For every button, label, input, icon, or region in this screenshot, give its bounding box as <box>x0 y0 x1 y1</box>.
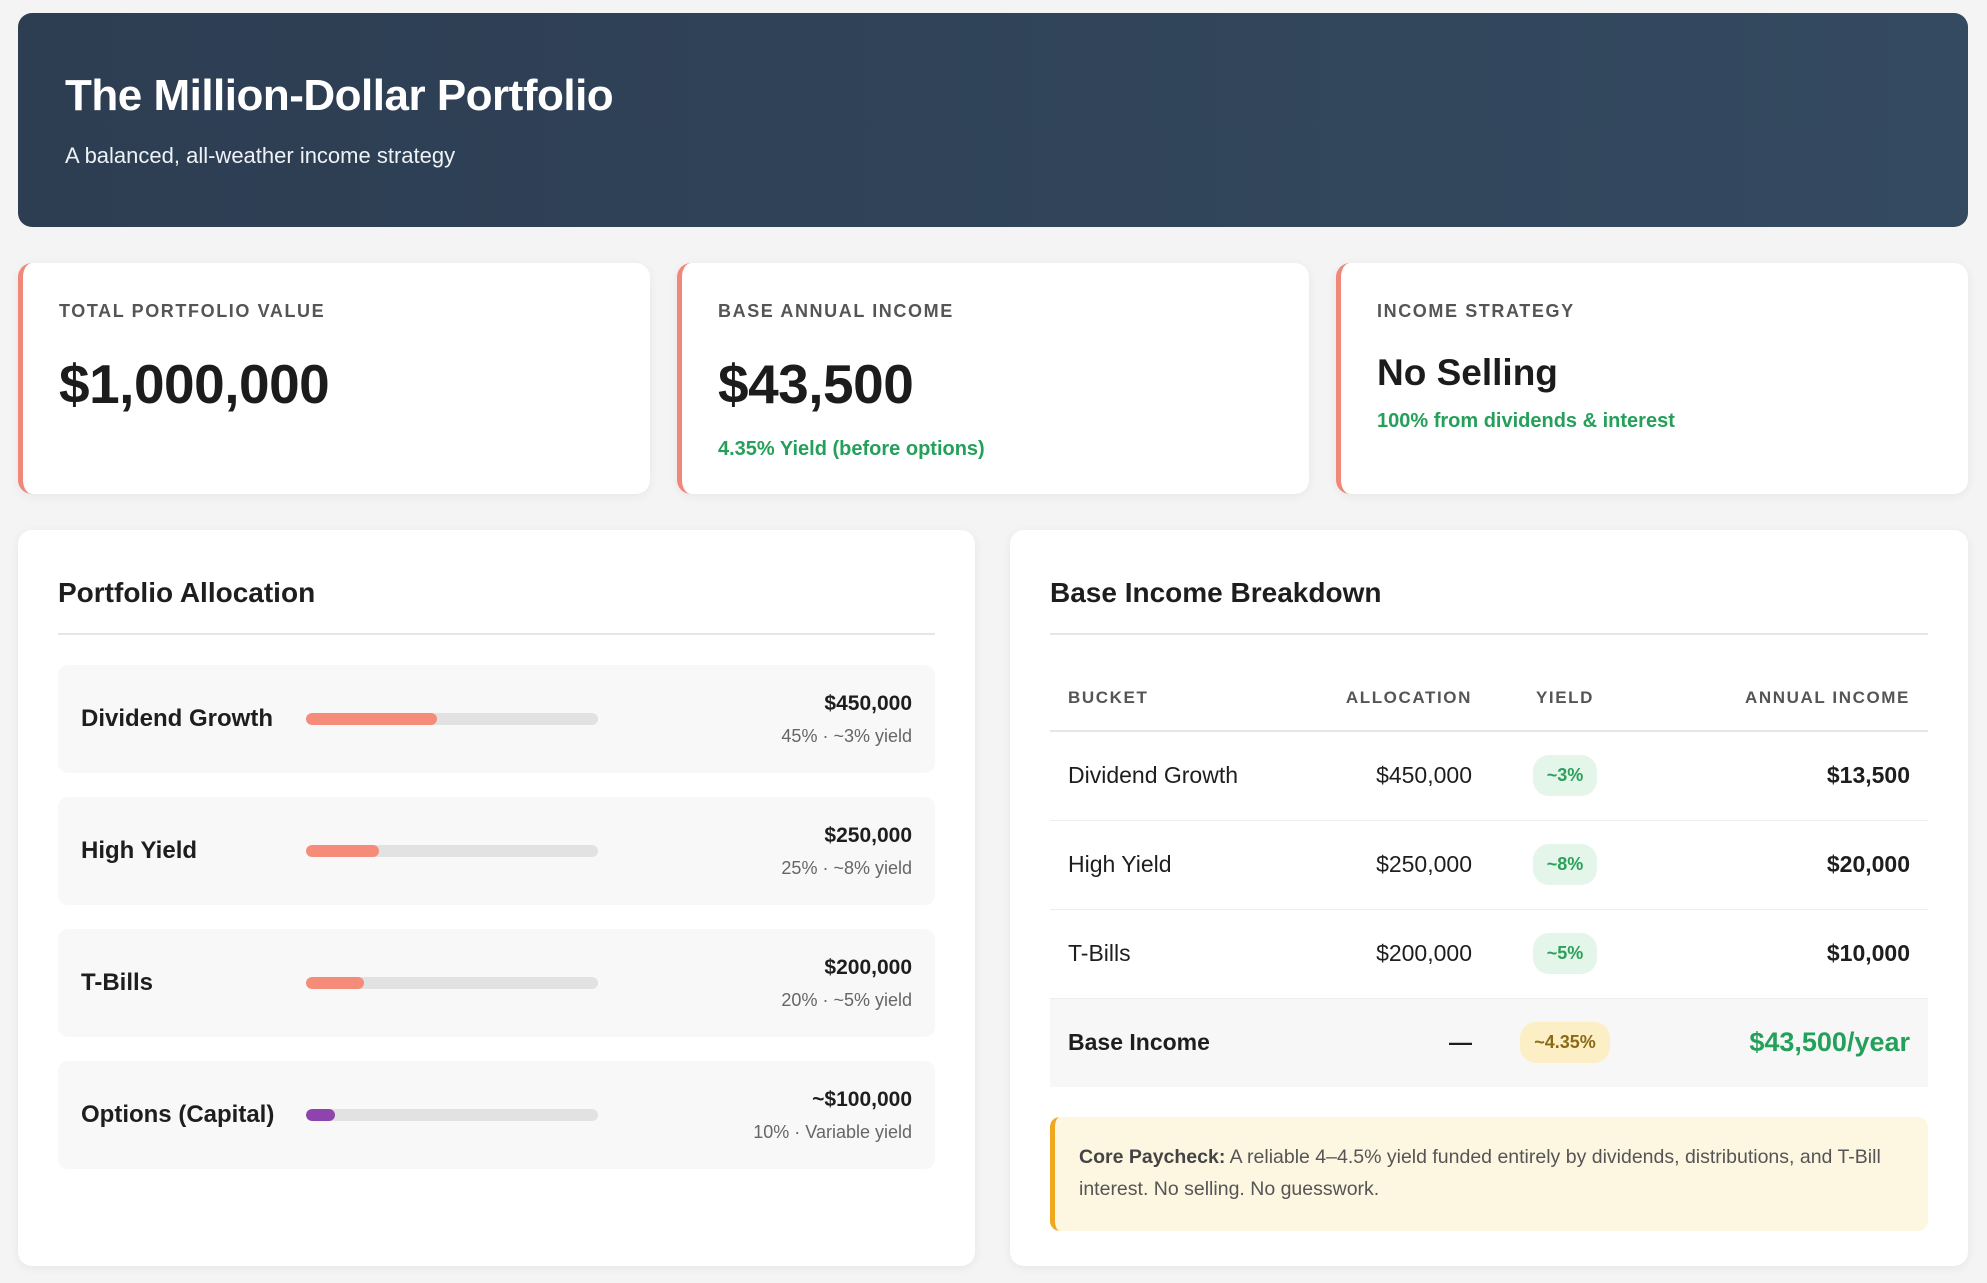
cell-allocation: $250,000 <box>1290 820 1490 910</box>
allocation-row: High Yield $250,000 25% · ~8% yield <box>58 797 935 905</box>
allocation-amount-block: $450,000 45% · ~3% yield <box>781 692 912 747</box>
cell-annual-income: $10,000 <box>1640 909 1928 999</box>
allocation-amount: $200,000 <box>824 955 912 979</box>
kpi-value: $43,500 <box>718 353 914 415</box>
cell-annual-income-total: $43,500/year <box>1640 998 1928 1087</box>
kpi-label: Base Annual Income <box>718 301 954 321</box>
cell-yield: ~5% <box>1490 909 1640 999</box>
allocation-amount-block: $250,000 25% · ~8% yield <box>781 824 912 879</box>
kpi-card-income-strategy: Income Strategy No Selling 100% from div… <box>1336 263 1968 494</box>
allocation-bar <box>306 713 598 725</box>
column-header-yield: Yield <box>1490 665 1640 732</box>
income-table: Bucket Allocation Yield Annual Income Di… <box>1050 665 1928 1087</box>
page-subtitle: A balanced, all-weather income strategy <box>65 142 456 168</box>
allocation-row: T-Bills $200,000 20% · ~5% yield <box>58 929 935 1037</box>
allocation-bar <box>306 1109 598 1121</box>
yield-badge: ~3% <box>1532 755 1598 797</box>
table-row: High Yield $250,000 ~8% $20,000 <box>1050 820 1928 910</box>
column-header-allocation: Allocation <box>1290 665 1490 732</box>
yield-badge-total: ~4.35% <box>1520 1022 1610 1064</box>
kpi-note: 100% from dividends & interest <box>1377 410 1675 432</box>
yield-badge: ~5% <box>1532 933 1598 974</box>
allocation-name: Dividend Growth <box>81 705 273 732</box>
allocation-bar-fill <box>306 845 379 857</box>
kpi-label: Total Portfolio Value <box>59 301 326 321</box>
table-row: Dividend Growth $450,000 ~3% $13,500 <box>1050 731 1928 821</box>
kpi-card-total-value: Total Portfolio Value $1,000,000 <box>18 263 650 494</box>
core-paycheck-callout: Core Paycheck: A reliable 4–4.5% yield f… <box>1050 1117 1928 1231</box>
kpi-card-base-income: Base Annual Income $43,500 4.35% Yield (… <box>677 263 1309 494</box>
allocation-row: Dividend Growth $450,000 45% · ~3% yield <box>58 665 935 773</box>
allocation-detail: 20% · ~5% yield <box>781 989 912 1010</box>
callout-bold-label: Core Paycheck: <box>1079 1146 1226 1168</box>
allocation-row: Options (Capital) ~$100,000 10% · Variab… <box>58 1061 935 1169</box>
allocation-amount: $250,000 <box>824 823 912 847</box>
allocation-detail: 45% · ~3% yield <box>781 725 912 746</box>
cell-yield-total: ~4.35% <box>1490 998 1640 1087</box>
allocation-amount: $450,000 <box>824 691 912 715</box>
column-header-bucket: Bucket <box>1050 665 1290 732</box>
cell-allocation: $450,000 <box>1290 731 1490 821</box>
allocation-amount-block: $200,000 20% · ~5% yield <box>781 956 912 1011</box>
allocation-panel: Portfolio Allocation Dividend Growth $45… <box>18 530 975 1266</box>
allocation-bar-fill <box>306 1109 336 1121</box>
income-breakdown-title: Base Income Breakdown <box>1050 577 1928 635</box>
allocation-amount-block: ~$100,000 10% · Variable yield <box>753 1088 912 1143</box>
cell-bucket: T-Bills <box>1050 909 1290 999</box>
cell-annual-income: $13,500 <box>1640 731 1928 821</box>
cell-bucket-total: Base Income <box>1050 998 1290 1087</box>
kpi-value: $1,000,000 <box>59 353 330 415</box>
cell-bucket: High Yield <box>1050 820 1290 910</box>
allocation-name: Options (Capital) <box>81 1101 275 1128</box>
column-header-annual-income: Annual Income <box>1640 665 1928 732</box>
allocation-amount: ~$100,000 <box>812 1087 912 1111</box>
allocation-list: Dividend Growth $450,000 45% · ~3% yield… <box>58 665 935 1169</box>
kpi-value: No Selling <box>1377 352 1558 393</box>
yield-badge: ~8% <box>1532 844 1598 885</box>
callout-text: A reliable 4–4.5% yield funded entirely … <box>1079 1146 1881 1200</box>
table-row: T-Bills $200,000 ~5% $10,000 <box>1050 909 1928 999</box>
cell-allocation: $200,000 <box>1290 909 1490 999</box>
allocation-bar <box>306 977 598 989</box>
cell-yield: ~3% <box>1490 731 1640 821</box>
table-header-row: Bucket Allocation Yield Annual Income <box>1050 665 1928 732</box>
allocation-detail: 25% · ~8% yield <box>781 857 912 878</box>
cell-annual-income: $20,000 <box>1640 820 1928 910</box>
page-title: The Million-Dollar Portfolio <box>65 71 614 120</box>
table-total-row: Base Income — ~4.35% $43,500/year <box>1050 998 1928 1087</box>
income-breakdown-panel: Base Income Breakdown Bucket Allocation … <box>1010 530 1968 1266</box>
allocation-name: T-Bills <box>81 969 154 996</box>
kpi-label: Income Strategy <box>1377 301 1575 321</box>
kpi-note: 4.35% Yield (before options) <box>718 438 985 460</box>
allocation-bar <box>306 845 598 857</box>
allocation-title: Portfolio Allocation <box>58 577 935 635</box>
allocation-detail: 10% · Variable yield <box>753 1121 912 1142</box>
allocation-name: High Yield <box>81 837 198 864</box>
cell-bucket: Dividend Growth <box>1050 731 1290 821</box>
cell-allocation-total: — <box>1290 998 1490 1087</box>
allocation-bar-fill <box>306 713 438 725</box>
allocation-bar-fill <box>306 977 365 989</box>
page-header: The Million-Dollar Portfolio A balanced,… <box>18 13 1968 227</box>
cell-yield: ~8% <box>1490 820 1640 910</box>
